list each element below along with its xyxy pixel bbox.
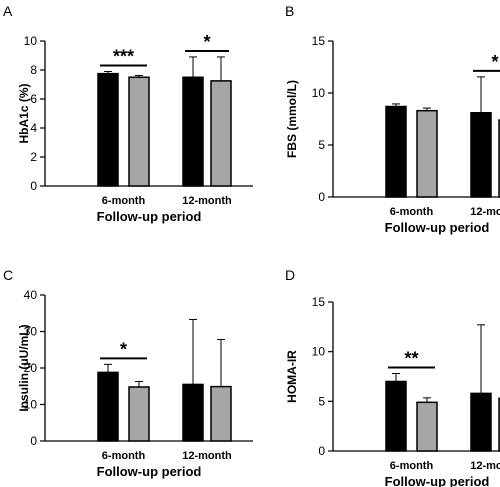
y-tick-label: 0 <box>30 434 37 448</box>
bar-series-1 <box>385 105 407 198</box>
y-tick-label: 2 <box>30 150 37 164</box>
significance-marker: * <box>120 339 127 359</box>
panel-label: A <box>3 3 13 19</box>
x-category-label: 6-month <box>102 450 146 462</box>
bar-series-2 <box>210 80 232 187</box>
y-tick-label: 20 <box>24 361 38 375</box>
y-tick-label: 30 <box>24 325 38 339</box>
x-category-label: 6-month <box>390 460 434 472</box>
bar-series-1 <box>97 371 119 442</box>
bar-series-2 <box>128 386 150 442</box>
y-tick-label: 5 <box>318 394 325 408</box>
y-axis-label: HbA1c (%) <box>17 83 31 143</box>
chart-panel-c: C 0 10 20 30 40 6-month * 12-month Follow-up peri… <box>3 267 253 479</box>
panel-label: B <box>285 3 294 19</box>
x-axis-label: Follow-up period <box>97 464 202 479</box>
significance-marker: ** <box>404 349 418 369</box>
x-category-label: 6-month <box>102 195 146 207</box>
chart-panel-a: A 0 2 4 6 8 10 6-month *** 12-month * Follow-up per… <box>3 3 253 224</box>
y-tick-label: 0 <box>30 179 37 193</box>
bar-series-1 <box>385 380 407 452</box>
bar-series-1 <box>97 72 119 187</box>
y-tick-label: 0 <box>318 444 325 458</box>
y-tick-label: 6 <box>30 92 37 106</box>
y-tick-label: 15 <box>312 295 326 309</box>
significance-marker: * <box>203 32 210 52</box>
significance-marker: * <box>491 52 498 72</box>
y-tick-label: 10 <box>24 34 38 48</box>
x-category-label: 12-month <box>182 195 232 207</box>
bar-series-2 <box>416 401 438 452</box>
x-axis-label: Follow-up period <box>97 209 202 224</box>
x-category-label: 12-month <box>470 206 500 218</box>
bar-series-1 <box>470 392 492 452</box>
y-tick-label: 10 <box>312 86 326 100</box>
panel-label: C <box>3 267 13 283</box>
y-tick-label: 40 <box>24 288 38 302</box>
y-tick-label: 4 <box>30 121 37 135</box>
y-axis-label: HOMA-IR <box>285 350 299 403</box>
y-axis-label: Insulin (μU/mL) <box>17 324 31 411</box>
y-tick-label: 15 <box>312 34 326 48</box>
x-axis-label: Follow-up period <box>385 220 490 235</box>
bar-series-1 <box>470 112 492 198</box>
y-tick-label: 5 <box>318 138 325 152</box>
x-category-label: 12-month <box>470 460 500 472</box>
y-tick-label: 10 <box>24 398 38 412</box>
bar-series-2 <box>128 76 150 187</box>
chart-panel-d: D 0 5 10 15 6-month ** 12-month Follow-up period… <box>285 267 500 487</box>
x-axis-label: Follow-up period <box>385 474 490 487</box>
chart-panel-b: B 0 5 10 15 6-month 12-month * Follow-up period F… <box>285 3 500 235</box>
bar-series-1 <box>182 383 204 442</box>
y-axis-label: FBS (mmol/L) <box>285 80 299 158</box>
x-category-label: 6-month <box>390 206 434 218</box>
bar-series-2 <box>210 385 232 442</box>
y-tick-label: 8 <box>30 63 37 77</box>
significance-marker: *** <box>113 46 134 66</box>
x-category-label: 12-month <box>182 450 232 462</box>
y-tick-label: 10 <box>312 345 326 359</box>
bar-series-2 <box>416 109 438 198</box>
y-tick-label: 0 <box>318 190 325 204</box>
panel-label: D <box>285 267 295 283</box>
bar-series-1 <box>182 76 204 187</box>
